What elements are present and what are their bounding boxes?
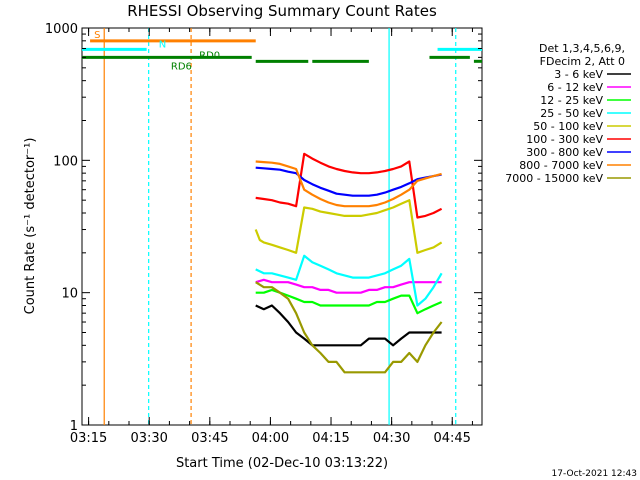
legend-entry-label: 6 - 12 keV [547,81,603,94]
y-tick-label: 1 [70,419,78,434]
footer-timestamp: 17-Oct-2021 12:43 [552,469,637,479]
series-group [254,152,443,374]
series-line [255,254,443,307]
series-line [255,166,442,197]
x-tick-label: 04:45 [433,431,470,446]
state-bar-label: S [94,30,100,41]
axes: 03:15 03:30 03:45 04:00 04:15 04:30 04:45 1 10 10… [45,22,482,446]
state-bar-label: RD0 [199,50,220,61]
plot-border [81,27,483,426]
series-line [255,278,442,294]
chart-title: RHESSI Observing Summary Count Rates [127,2,437,20]
x-tick-label: 03:30 [130,431,167,446]
legend-entry-label: 12 - 25 keV [540,94,603,107]
x-tick-label: 03:15 [70,431,107,446]
legend-entry-label: 300 - 800 keV [526,146,603,159]
series-line [255,288,443,315]
vertical-markers [103,28,457,425]
y-tick-label: 100 [53,154,78,169]
legend-entry-label: 800 - 7000 keV [519,159,603,172]
x-axis-label: Start Time (02-Dec-10 03:13:22) [176,456,388,471]
y-axis-label: Count Rate (s⁻¹ detector⁻¹) [23,138,38,315]
legend-entry-label: 7000 - 15000 keV [505,172,603,185]
y-tick-label: 10 [61,287,78,302]
x-tick-label: 04:30 [373,431,410,446]
legend: Det 1,3,4,5,6,9,FDecim 2, Att 03 - 6 keV… [505,42,631,185]
legend-entry-label: 50 - 100 keV [533,120,603,133]
series-line [255,281,443,374]
series-line [255,160,442,208]
state-bar-label: N [159,39,166,50]
plot-area [81,27,483,426]
series-line [255,152,443,219]
legend-entry-label: 25 - 50 keV [540,107,603,120]
state-bars: S N RD6 RD0 [82,30,482,72]
x-tick-label: 03:45 [191,431,228,446]
series-line [255,304,442,347]
y-tick-label: 1000 [45,22,78,37]
legend-entry-label: 100 - 300 keV [526,133,603,146]
x-tick-label: 04:00 [252,431,289,446]
legend-header: FDecim 2, Att 0 [540,55,625,68]
legend-entry-label: 3 - 6 keV [554,68,603,81]
x-tick-label: 04:15 [312,431,349,446]
state-bar-label: RD6 [171,61,192,72]
legend-header: Det 1,3,4,5,6,9, [539,42,625,55]
series-line [254,199,443,254]
